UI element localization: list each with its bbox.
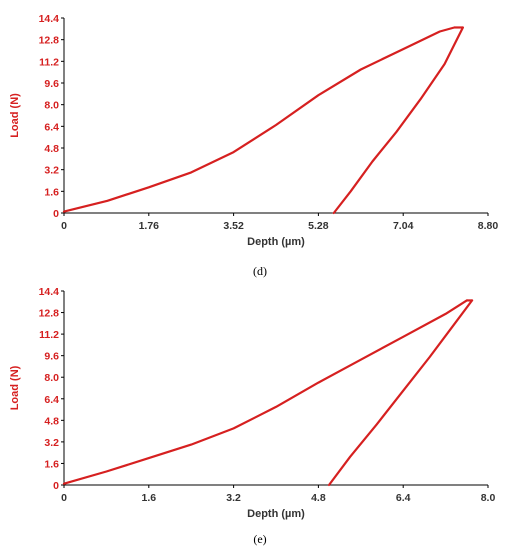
y-tick-label: 11.2 [39,56,59,68]
y-tick-label: 11.2 [39,329,59,341]
x-tick-label: 1.76 [139,220,160,232]
y-axis-title: Load (N) [9,93,21,138]
y-tick-label: 4.8 [44,143,59,155]
series-loading-line [62,26,456,213]
y-tick-label: 6.4 [44,394,59,406]
x-tick-label: 0 [61,492,67,504]
x-tick-label: 3.2 [226,492,241,504]
x-tick-label: 1.6 [141,492,156,504]
y-tick-label: 9.6 [44,78,59,90]
x-tick-label: 4.8 [311,492,326,504]
caption-e: (e) [253,532,267,546]
y-tick-label: 8.0 [44,372,59,384]
y-tick-label: 8.0 [44,100,59,112]
series-loading-line [62,299,468,485]
series-unloading-line [332,26,464,215]
y-tick-label: 3.2 [44,437,59,449]
y-axis-title: Load (N) [9,365,21,410]
x-axis-title: Depth (µm) [247,236,305,248]
y-tick-label: 3.2 [44,165,59,177]
y-tick-label: 0 [53,208,59,220]
y-tick-label: 12.8 [39,35,60,47]
x-tick-label: 0 [61,220,67,232]
y-tick-label: 0 [53,480,59,492]
y-tick-label: 12.8 [39,308,60,320]
chart-e: 0 1.6 3.2 4.8 6.4 8.0 9.6 11.2 12.8 14.4 0 1.6 3.2 4.… [9,286,495,520]
y-tick-label: 4.8 [44,415,59,427]
y-tick-label: 6.4 [44,121,59,133]
y-tick-label: 14.4 [39,286,60,298]
y-tick-label: 14.4 [39,13,60,25]
x-tick-label: 6.4 [396,492,411,504]
y-tick-label: 1.6 [44,458,59,470]
x-tick-label: 7.04 [393,220,414,232]
x-tick-label: 5.28 [308,220,329,232]
x-axis-title: Depth (µm) [247,508,305,520]
caption-d: (d) [253,264,267,278]
x-tick-label: 8.80 [478,220,499,232]
x-tick-label: 3.52 [223,220,244,232]
y-tick-label: 9.6 [44,351,59,363]
chart-d: 0 1.6 3.2 4.8 6.4 8.0 9.6 11.2 12.8 14.4 0 1.76 3.52… [9,13,498,248]
x-tick-label: 8.0 [481,492,496,504]
y-tick-label: 1.6 [44,186,59,198]
series-unloading-line [327,299,474,487]
